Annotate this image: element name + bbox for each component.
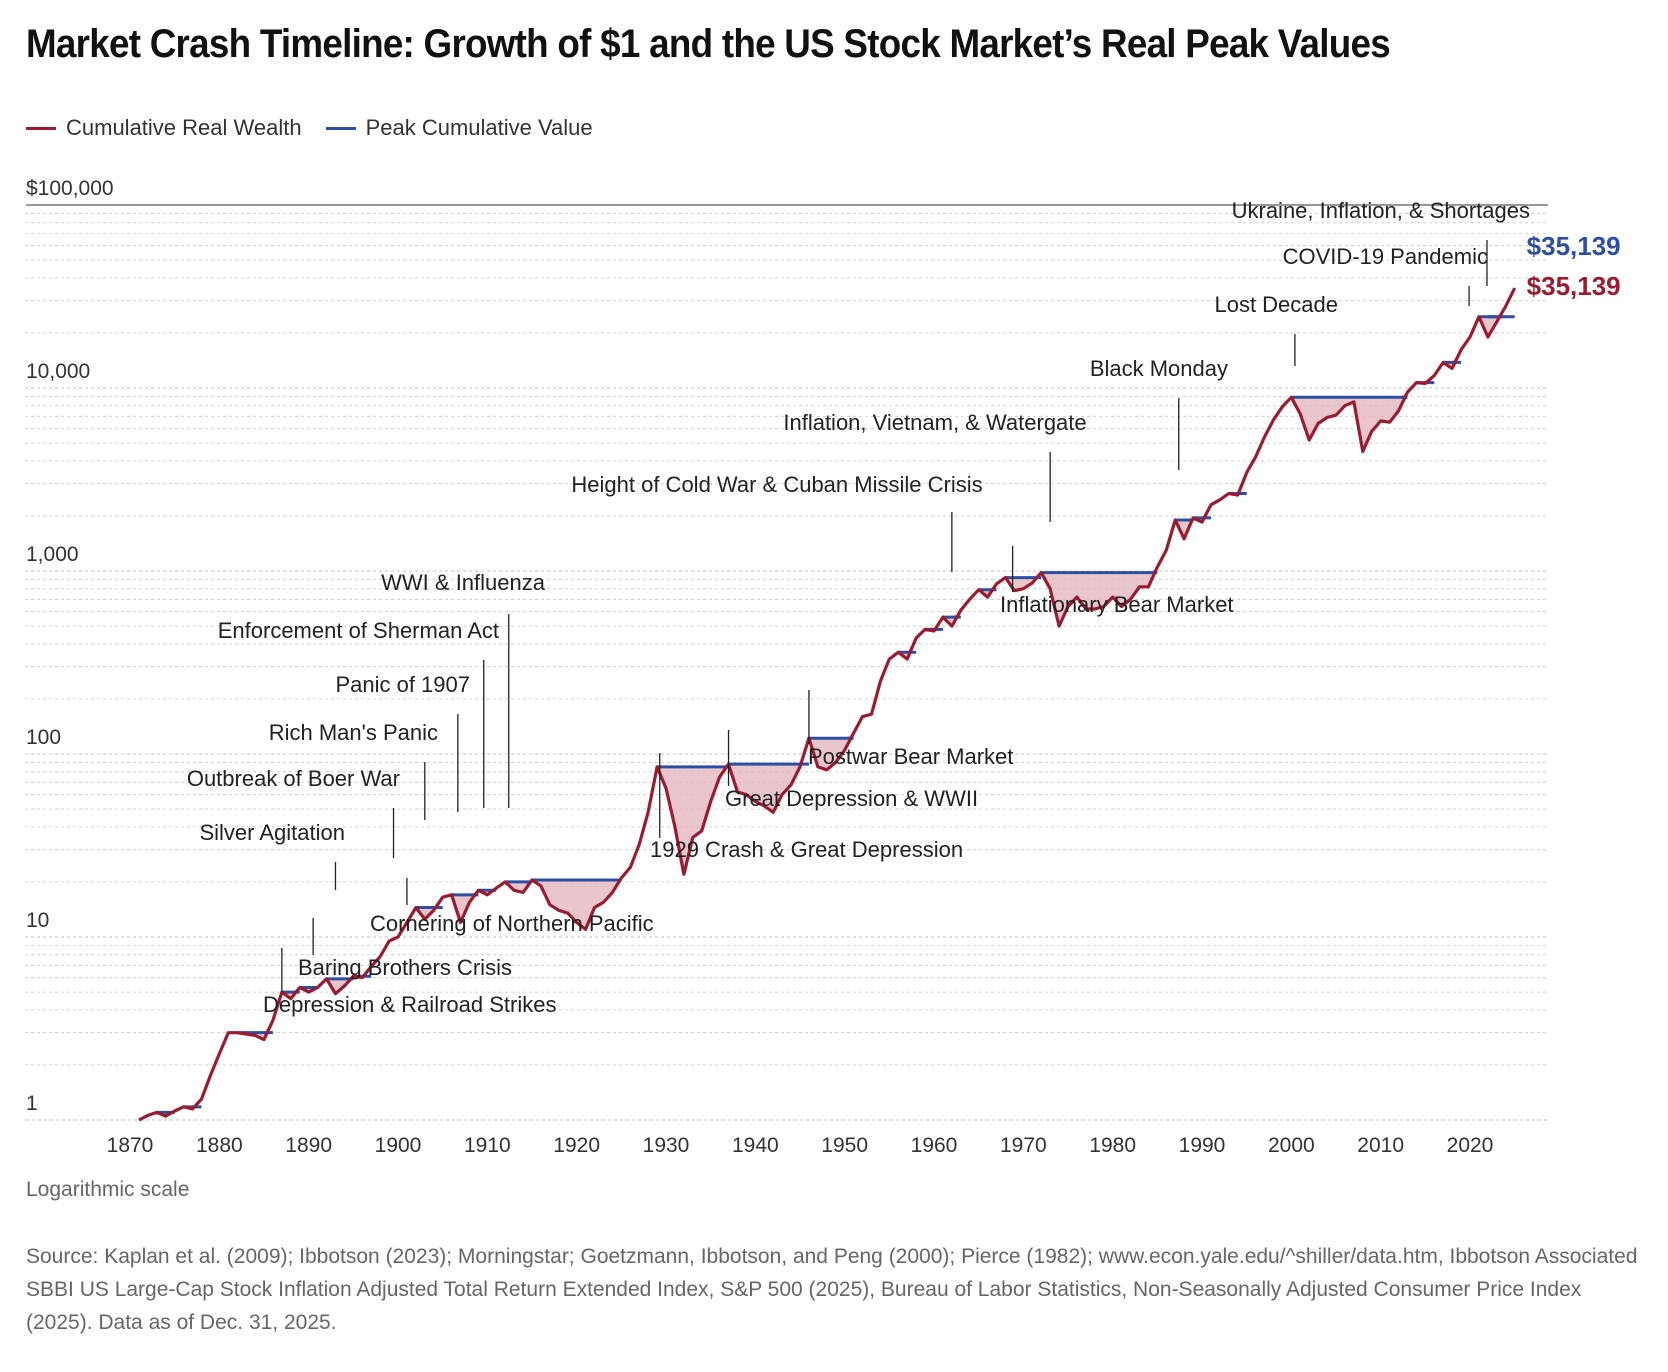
event-label: Lost Decade [1214, 292, 1338, 317]
legend-label-wealth: Cumulative Real Wealth [66, 115, 302, 140]
y-tick-label: 1 [26, 1092, 38, 1115]
legend-item-wealth: Cumulative Real Wealth [26, 115, 302, 141]
x-tick-label: 2000 [1268, 1134, 1315, 1157]
x-tick-label: 2020 [1447, 1134, 1494, 1157]
event-label: Outbreak of Boer War [187, 766, 400, 791]
x-tick-label: 1980 [1089, 1134, 1136, 1157]
drawdown-area [1175, 517, 1194, 539]
event-label: Panic of 1907 [335, 672, 470, 697]
y-tick-label: $100,000 [26, 177, 114, 200]
x-tick-label: 1880 [196, 1134, 243, 1157]
x-tick-label: 1900 [375, 1134, 422, 1157]
x-tick-label: 1930 [643, 1134, 690, 1157]
event-label: WWI & Influenza [381, 570, 546, 595]
drawdown-area [1041, 567, 1158, 627]
event-label: Enforcement of Sherman Act [218, 618, 499, 643]
y-tick-label: 100 [26, 726, 61, 749]
source-note: Source: Kaplan et al. (2009); Ibbotson (… [26, 1245, 1638, 1334]
drawdown-area [1291, 392, 1408, 452]
x-tick-label: 1870 [107, 1134, 154, 1157]
legend-item-peak: Peak Cumulative Value [325, 115, 593, 141]
drawdown-area [1005, 572, 1042, 591]
event-label: COVID-19 Pandemic [1283, 244, 1488, 269]
event-label: Inflationary Bear Market [1000, 592, 1234, 617]
event-label: 1929 Crash & Great Depression [650, 837, 963, 862]
x-tick-label: 1960 [911, 1134, 958, 1157]
x-tick-label: 1940 [732, 1134, 779, 1157]
x-tick-label: 1970 [1000, 1134, 1047, 1157]
x-tick-label: 1950 [821, 1134, 868, 1157]
drawdown-area [237, 1020, 273, 1040]
legend-swatch-peak [325, 126, 356, 130]
legend-swatch-wealth [26, 126, 56, 130]
y-tick-label: 1,000 [26, 543, 79, 566]
event-label: Cornering of Northern Pacific [370, 911, 654, 936]
event-label: Inflation, Vietnam, & Watergate [783, 410, 1086, 435]
end-label-wealth: $35,139 [1527, 271, 1621, 301]
drawdown-area [728, 738, 809, 813]
chart-plot: $100,000 10,000 1,000 100 10 1 1870 1880 1890 190… [25, 177, 1621, 1157]
legend-label-peak: Peak Cumulative Value [365, 115, 593, 140]
event-label: Black Monday [1090, 356, 1228, 381]
x-tick-label: 2010 [1357, 1134, 1404, 1157]
end-label-peak: $35,139 [1527, 231, 1621, 261]
event-label: Rich Man's Panic [269, 720, 438, 745]
scale-note: Logarithmic scale [26, 1178, 190, 1201]
event-label: Postwar Bear Market [808, 744, 1013, 769]
y-tick-label: 10,000 [26, 360, 90, 383]
legend: Cumulative Real Wealth Peak Cumulative V… [26, 115, 593, 141]
drawdown-area [808, 733, 854, 770]
event-label: Ukraine, Inflation, & Shortages [1232, 198, 1530, 223]
x-tick-label: 1920 [553, 1134, 600, 1157]
drawdown-area [657, 764, 729, 875]
wealth-line [138, 287, 1517, 1122]
event-label: Baring Brothers Crisis [298, 955, 512, 980]
x-tick-label: 1910 [464, 1134, 511, 1157]
event-label: Silver Agitation [199, 820, 345, 845]
event-label: Height of Cold War & Cuban Missile Crisi… [571, 472, 982, 497]
y-tick-label: 10 [26, 909, 49, 932]
x-tick-label: 1990 [1179, 1134, 1226, 1157]
event-label: Great Depression & WWII [725, 786, 978, 811]
event-label: Depression & Railroad Strikes [263, 992, 556, 1017]
drawdown-area [532, 878, 622, 930]
chart-title: Market Crash Timeline: Growth of $1 and … [26, 22, 1391, 66]
x-tick-label: 1890 [285, 1134, 332, 1157]
